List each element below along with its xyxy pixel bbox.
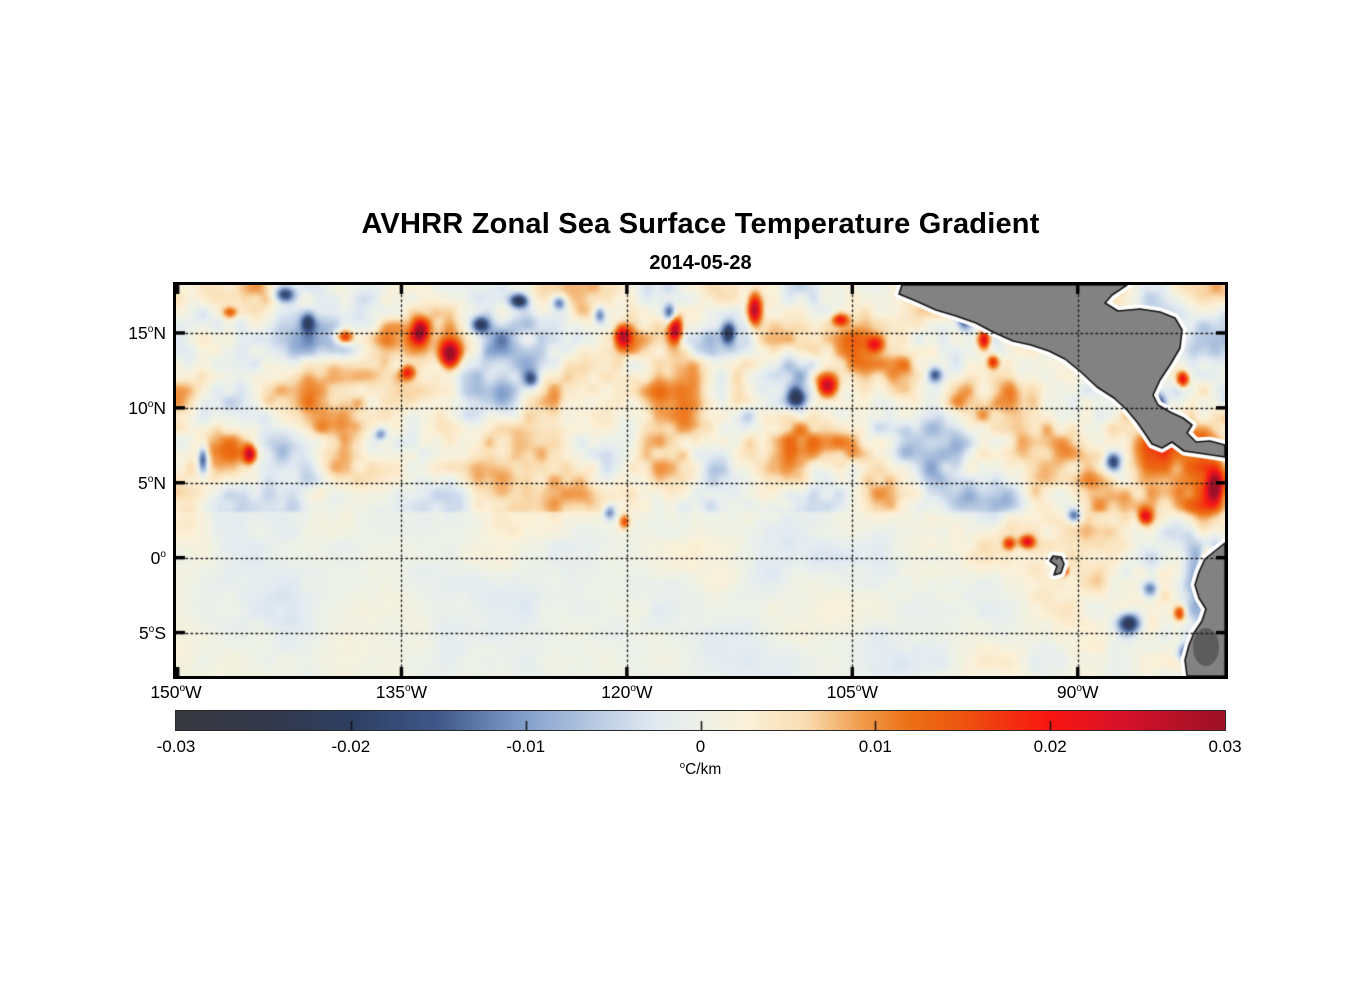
colorbar-tick-label: 0 bbox=[695, 737, 706, 756]
y-tick-label: 5oN bbox=[137, 472, 166, 493]
x-tick-label: 105oW bbox=[826, 682, 878, 702]
colorbar-tick-label: -0.03 bbox=[156, 737, 196, 756]
x-tick-label: 120oW bbox=[601, 682, 653, 702]
y-tick-label: 5oS bbox=[138, 622, 166, 643]
figure-date-subtitle: 2014-05-28 bbox=[649, 252, 752, 274]
colorbar-unit-label: oC/km bbox=[679, 759, 722, 778]
colorbar bbox=[175, 710, 1226, 731]
y-tick-label: 10oN bbox=[128, 397, 166, 418]
colorbar-tick-label: -0.01 bbox=[506, 737, 546, 756]
map-axes bbox=[173, 282, 1228, 679]
x-tick-label: 90oW bbox=[1056, 682, 1099, 702]
x-tick-label: 135oW bbox=[375, 682, 428, 702]
y-tick-label: 15oN bbox=[128, 322, 166, 343]
colorbar-tick-label: 0.01 bbox=[858, 737, 892, 756]
y-tick-label: 0o bbox=[150, 547, 166, 568]
figure-title: AVHRR Zonal Sea Surface Temperature Grad… bbox=[361, 208, 1040, 240]
colorbar-tick-label: -0.02 bbox=[331, 737, 371, 756]
colorbar-tick-label: 0.02 bbox=[1033, 737, 1067, 756]
colorbar-gradient bbox=[176, 711, 1225, 730]
sst-gradient-heatmap bbox=[176, 285, 1225, 676]
x-tick-label: 150oW bbox=[150, 682, 202, 702]
colorbar-tick-label: 0.03 bbox=[1208, 737, 1242, 756]
